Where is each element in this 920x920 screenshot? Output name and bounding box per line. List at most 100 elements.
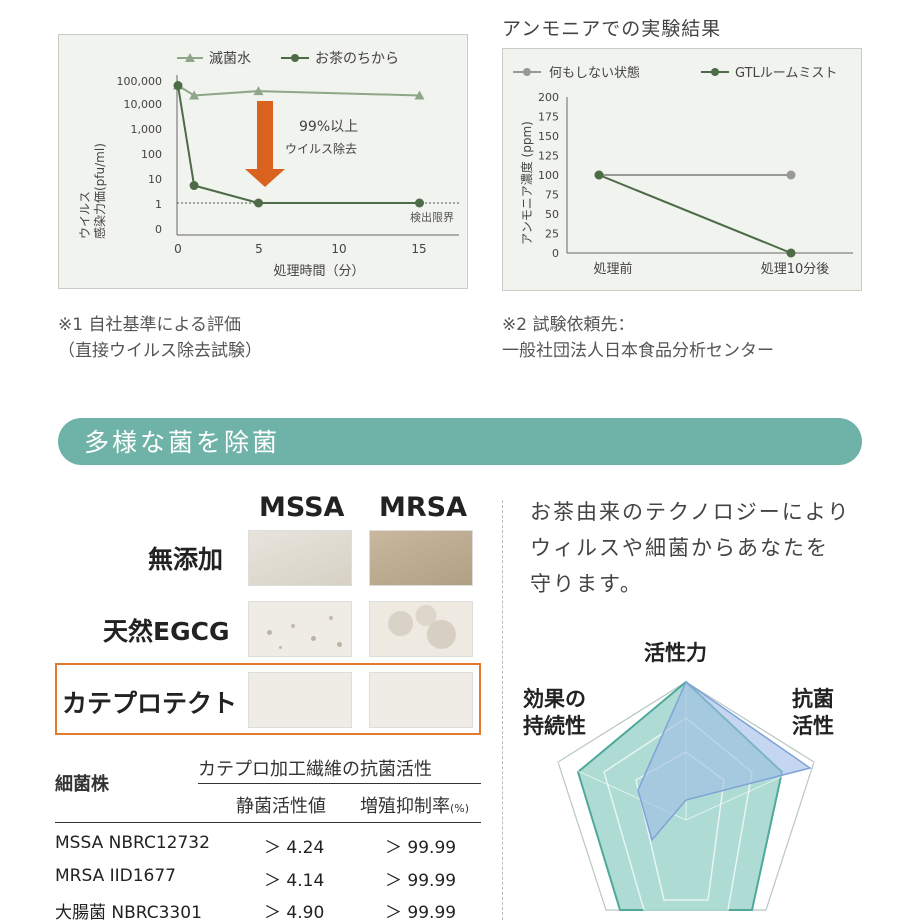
legend-marker-tea (291, 54, 299, 62)
culture-photo-mssa-egcg (248, 601, 352, 657)
legend-marker-sterile-water (185, 53, 195, 62)
x-tick-label: 0 (174, 242, 182, 256)
y-tick-label: 1 (155, 198, 162, 211)
virus-chart-panel: 滅菌水 お茶のちから ウイルス 感染力価(pfu/ml) 100,000 10,… (58, 34, 468, 289)
y-tick-label: 0 (155, 223, 162, 236)
footnote-2: ※2 試験依頼先： 一般社団法人日本食品分析センター (502, 312, 774, 364)
reduction-arrow-shaft (257, 101, 273, 169)
data-point-tea (415, 198, 424, 208)
y-tick-label: 125 (538, 150, 559, 163)
ammonia-chart-title: アンモニアでの実験結果 (502, 18, 722, 40)
table-cell-strain: 大腸菌 NBRC3301 (55, 903, 202, 920)
legend-label-untreated: 何もしない状態 (549, 65, 640, 81)
x-tick-label: 5 (255, 242, 263, 256)
y-tick-label: 175 (538, 111, 559, 124)
description-line: お茶由来のテクノロジーにより (530, 500, 851, 524)
data-point-mist (594, 170, 604, 180)
radar-label-durability-line1: 効果の (523, 687, 586, 711)
virus-series-group (173, 80, 425, 208)
footnote-2-line2: 一般社団法人日本食品分析センター (502, 341, 774, 361)
y-tick-label: 150 (538, 130, 559, 143)
y-axis-label-line2: 感染力価(pfu/ml) (92, 143, 107, 239)
table-cell-rate: ＞ 99.99 (385, 838, 457, 858)
radar-label-antibacterial-line2: 活性 (792, 714, 834, 738)
table-header-rate: 増殖抑制率(%) (360, 792, 469, 818)
table-header-divider (198, 783, 481, 784)
data-point-sterile-water (189, 90, 200, 100)
footnote-1-line2: （直接ウイルス除去試験） (58, 341, 262, 361)
radar-label-activity: 活性力 (644, 641, 707, 665)
series-line-sterile-water (177, 84, 420, 97)
y-axis-label: アンモニア濃度 (ppm) (519, 121, 534, 245)
data-point-mist (786, 248, 796, 258)
y-tick-label: 50 (545, 208, 559, 221)
description-text: お茶由来のテクノロジーにより ウィルスや細菌からあなたを 守ります。 (530, 494, 850, 602)
radar-area-comparison (637, 680, 812, 842)
legend-marker-untreated (523, 68, 531, 76)
row-label-no-additive: 無添加 (148, 545, 224, 574)
colony-dot (337, 642, 342, 647)
y-tick-label: 100 (141, 148, 162, 161)
y-tick-label: 10 (148, 173, 162, 186)
colony-dot (267, 630, 272, 635)
detection-limit-label: 検出限界 (410, 210, 454, 224)
reduction-arrow-head (245, 169, 285, 187)
section-banner: 多様な菌を除菌 (58, 418, 862, 465)
column-header-mssa: MSSA (259, 492, 345, 523)
colony-dot (291, 624, 295, 628)
column-divider (502, 500, 503, 920)
y-tick-label: 10,000 (124, 98, 163, 111)
radar-label-durability-line2: 持続性 (523, 714, 586, 738)
table-cell-activity: ＞ 4.24 (264, 838, 325, 858)
series-line-tea (177, 85, 420, 204)
footnote-2-line1: ※2 試験依頼先： (502, 315, 635, 335)
legend-label-sterile-water: 滅菌水 (209, 51, 251, 67)
table-cell-activity: ＞ 4.14 (264, 871, 325, 891)
data-point-tea (189, 181, 199, 191)
culture-photo-mssa-cateprotect (248, 672, 352, 728)
x-tick-label: 処理前 (593, 261, 632, 277)
data-point-tea (173, 81, 183, 91)
table-cell-strain: MRSA IID1677 (55, 866, 177, 886)
table-header-strain: 細菌株 (55, 774, 109, 795)
y-tick-label: 0 (552, 247, 559, 260)
section-title: 多様な菌を除菌 (84, 428, 281, 457)
annotation-line1: 99%以上 (299, 119, 358, 135)
table-cell-activity: ＞ 4.90 (264, 903, 325, 920)
culture-photo-mrsa-cateprotect (369, 672, 473, 728)
description-line: 守ります。 (530, 572, 643, 596)
colony-dot (329, 616, 333, 620)
x-tick-label: 処理10分後 (761, 262, 830, 277)
legend-label-tea: お茶のちから (315, 51, 399, 67)
data-point-tea (254, 198, 263, 208)
y-tick-label: 200 (538, 91, 559, 104)
radar-label-durability: 効果の 持続性 (523, 686, 586, 740)
y-axis-label-line1: ウイルス (78, 191, 92, 239)
radar-label-antibacterial: 抗菌 活性 (792, 686, 834, 740)
data-point-sterile-water (414, 90, 425, 100)
table-header-group: カテプロ加工繊維の抗菌活性 (198, 759, 432, 780)
data-point-untreated (786, 170, 796, 180)
table-header-rate-unit: (%) (450, 802, 470, 815)
culture-photo-mssa-no-additive (248, 530, 352, 586)
radar-chart (557, 680, 815, 911)
series-line-mist (598, 174, 792, 254)
ammonia-chart-svg: 何もしない状態 GTLルームミスト アンモニア濃度 (ppm) 200 175 … (513, 65, 853, 277)
legend-label-mist: GTLルームミスト (735, 66, 837, 81)
row-label-cateprotect: カテプロテクト (62, 689, 238, 718)
table-cell-rate: ＞ 99.99 (385, 903, 457, 920)
table-body-divider (55, 822, 481, 823)
virus-chart-svg: 滅菌水 お茶のちから ウイルス 感染力価(pfu/ml) 100,000 10,… (78, 51, 459, 279)
x-tick-label: 15 (411, 242, 426, 256)
culture-photo-mrsa-no-additive (369, 530, 473, 586)
data-point-sterile-water (253, 86, 264, 96)
description-line: ウィルスや細菌からあなたを (530, 536, 829, 560)
annotation-line2: ウイルス除去 (285, 141, 357, 156)
x-axis-label: 処理時間（分） (273, 264, 364, 279)
table-header-activity: 静菌活性値 (236, 796, 326, 817)
table-cell-strain: MSSA NBRC12732 (55, 833, 210, 853)
y-tick-label: 100,000 (117, 75, 163, 88)
cateprotect-highlight-box (55, 663, 481, 735)
table-header-rate-label: 増殖抑制率 (360, 796, 450, 817)
row-label-natural-egcg: 天然EGCG (103, 617, 230, 646)
